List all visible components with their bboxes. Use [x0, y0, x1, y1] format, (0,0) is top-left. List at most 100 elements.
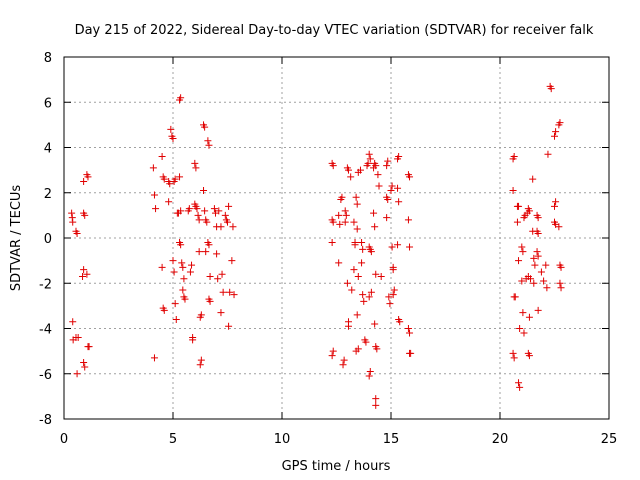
data-point: [187, 268, 194, 275]
data-point: [80, 359, 87, 366]
y-tick-labels: -8 -6 -4 -2 0 2 4 6 8: [39, 51, 52, 428]
data-point: [358, 239, 365, 246]
data-point: [374, 171, 381, 178]
y-tick-label: 0: [44, 232, 52, 247]
data-point: [222, 212, 229, 219]
data-point: [367, 368, 374, 375]
data-point: [355, 273, 362, 280]
y-tick-label: -4: [39, 323, 52, 338]
data-point: [543, 284, 550, 291]
data-point: [556, 280, 563, 287]
y-tick-label: 4: [44, 142, 52, 157]
data-point: [69, 219, 76, 226]
data-point: [68, 210, 75, 217]
data-point: [552, 128, 559, 135]
data-point: [196, 216, 203, 223]
data-point: [395, 198, 402, 205]
data-point: [195, 212, 202, 219]
data-point: [405, 325, 412, 332]
data-point: [159, 264, 166, 271]
data-point: [204, 137, 211, 144]
data-point: [551, 133, 558, 140]
data-point: [383, 162, 390, 169]
data-point: [544, 151, 551, 158]
data-point: [407, 350, 414, 357]
data-point: [512, 293, 519, 300]
x-tick-label: 0: [60, 432, 68, 447]
data-point: [191, 160, 198, 167]
data-point: [80, 266, 87, 273]
y-tick-label: -6: [39, 368, 52, 383]
data-point: [354, 225, 361, 232]
data-points: [68, 83, 564, 409]
scatter-chart: Day 215 of 2022, Sidereal Day-to-day VTE…: [0, 0, 640, 480]
data-point: [213, 250, 220, 257]
data-point: [152, 205, 159, 212]
data-point: [335, 259, 342, 266]
data-point: [86, 343, 93, 350]
x-tick-label: 10: [274, 432, 291, 447]
grid-lines: [64, 57, 609, 419]
data-point: [172, 300, 179, 307]
data-point: [371, 320, 378, 327]
data-point: [341, 357, 348, 364]
data-point: [329, 352, 336, 359]
data-point: [372, 402, 379, 409]
data-point: [167, 126, 174, 133]
data-point: [534, 248, 541, 255]
data-point: [201, 207, 208, 214]
data-point: [80, 178, 87, 185]
y-tick-label: 8: [44, 51, 52, 66]
x-tick-label: 5: [169, 432, 177, 447]
y-tick-label: 6: [44, 96, 52, 111]
data-point: [405, 216, 412, 223]
data-point: [366, 151, 373, 158]
data-point: [386, 300, 393, 307]
data-point: [516, 325, 523, 332]
data-point: [520, 330, 527, 337]
data-point: [551, 203, 558, 210]
data-point: [159, 153, 166, 160]
data-point: [171, 268, 178, 275]
data-point: [219, 271, 226, 278]
data-point: [371, 223, 378, 230]
data-point: [340, 361, 347, 368]
data-point: [220, 289, 227, 296]
data-point: [526, 314, 533, 321]
data-point: [343, 212, 350, 219]
y-tick-label: -8: [39, 413, 52, 428]
data-point: [540, 277, 547, 284]
data-point: [228, 257, 235, 264]
data-point: [391, 287, 398, 294]
x-axis-label: GPS time / hours: [282, 459, 391, 474]
chart-title: Day 215 of 2022, Sidereal Day-to-day VTE…: [75, 23, 594, 38]
x-tick-label: 20: [492, 432, 509, 447]
data-point: [516, 384, 523, 391]
data-point: [510, 350, 517, 357]
data-point: [179, 264, 186, 271]
x-tick-label: 15: [383, 432, 400, 447]
data-point: [531, 262, 538, 269]
data-point: [81, 363, 88, 370]
data-point: [205, 142, 212, 149]
data-point: [329, 239, 336, 246]
data-point: [558, 284, 565, 291]
data-point: [515, 203, 522, 210]
x-tick-label: 25: [601, 432, 618, 447]
data-point: [225, 323, 232, 330]
data-point: [178, 259, 185, 266]
data-point: [150, 164, 157, 171]
data-point: [347, 173, 354, 180]
data-point: [359, 291, 366, 298]
data-point: [406, 244, 413, 251]
data-point: [180, 275, 187, 282]
data-point: [151, 192, 158, 199]
data-point: [519, 309, 526, 316]
data-point: [350, 219, 357, 226]
data-point: [372, 395, 379, 402]
data-point: [360, 298, 367, 305]
data-point: [344, 280, 351, 287]
data-point: [217, 309, 224, 316]
data-point: [188, 262, 195, 269]
data-point: [370, 210, 377, 217]
